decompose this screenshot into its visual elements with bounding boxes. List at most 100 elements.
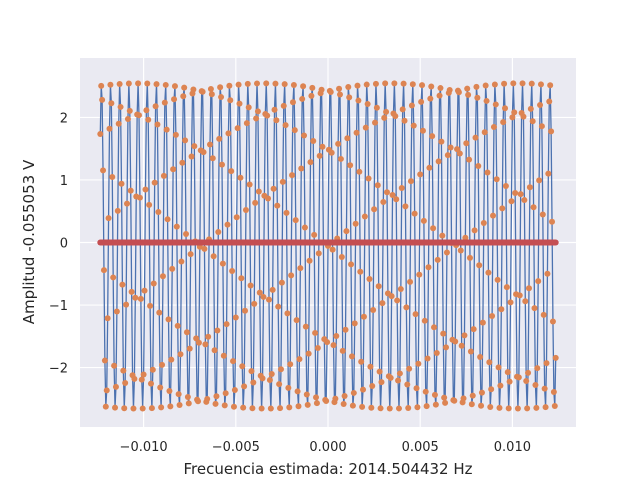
data-point (301, 132, 308, 139)
data-point (265, 195, 272, 202)
data-point (351, 320, 358, 327)
data-point (100, 167, 107, 174)
data-point (504, 369, 511, 376)
data-point (373, 104, 380, 111)
data-point (507, 299, 514, 306)
data-point (174, 322, 181, 329)
data-point (339, 347, 346, 354)
data-point (415, 360, 422, 367)
data-point (393, 196, 400, 203)
data-point (165, 316, 172, 323)
data-point (500, 119, 507, 126)
data-point (329, 246, 336, 253)
data-point (115, 120, 122, 127)
data-point (236, 100, 243, 107)
data-point (314, 344, 321, 351)
data-point (443, 249, 450, 256)
data-point (298, 165, 305, 172)
data-point (191, 143, 198, 150)
data-point (485, 269, 492, 276)
data-point (401, 117, 408, 124)
data-point (380, 199, 387, 206)
data-point (103, 387, 110, 394)
data-point (353, 129, 360, 136)
data-point (156, 309, 163, 316)
data-point (364, 101, 371, 108)
data-point (535, 278, 542, 285)
data-point (509, 114, 516, 121)
data-point (180, 93, 187, 100)
data-point (505, 405, 512, 412)
data-point (146, 201, 153, 208)
data-point (226, 82, 233, 89)
data-point (545, 170, 552, 177)
data-point (234, 125, 241, 132)
data-point (548, 128, 555, 135)
y-axis-ticks: −2 −1 0 1 2 (49, 111, 68, 376)
data-point (169, 265, 176, 272)
data-point (171, 83, 178, 90)
data-point (464, 85, 471, 92)
data-point (455, 89, 462, 96)
data-point (434, 256, 441, 263)
data-point (244, 80, 251, 87)
data-point (478, 389, 485, 396)
data-point (520, 113, 527, 120)
x-axis-label: Frecuencia estimada: 2014.504432 Hz (183, 460, 472, 478)
data-point (183, 231, 190, 238)
data-point (363, 81, 370, 88)
data-point (488, 386, 495, 393)
data-point (107, 81, 114, 88)
data-point (136, 194, 143, 201)
data-point (170, 166, 177, 173)
data-point (406, 365, 413, 372)
data-point (230, 358, 237, 365)
data-point (141, 287, 148, 294)
data-point (144, 80, 151, 87)
data-point (338, 254, 345, 261)
data-point (101, 357, 108, 364)
data-point (552, 354, 559, 361)
data-point (225, 130, 232, 137)
data-point (337, 155, 344, 162)
data-point (395, 377, 402, 384)
data-point (522, 298, 529, 305)
data-point (404, 381, 411, 388)
data-point (372, 119, 379, 126)
data-point (99, 96, 106, 103)
data-point (425, 264, 432, 271)
data-point (537, 102, 544, 109)
data-point (163, 126, 170, 133)
data-point (117, 103, 124, 110)
data-point (469, 392, 476, 399)
data-point (474, 94, 481, 101)
series-2 (97, 239, 559, 246)
x-tick-label: 0.000 (309, 440, 346, 455)
data-point (318, 86, 325, 93)
data-point (531, 305, 538, 312)
data-point (502, 105, 509, 112)
data-point (330, 342, 337, 349)
data-point (195, 398, 202, 405)
data-point (446, 87, 453, 93)
data-point (447, 144, 454, 151)
data-point (264, 112, 271, 119)
data-point (171, 96, 178, 103)
data-point (212, 400, 219, 407)
data-point (140, 371, 147, 378)
data-point (313, 394, 320, 401)
data-point (296, 356, 303, 363)
data-point (290, 82, 297, 89)
data-point (136, 112, 142, 119)
data-point (369, 383, 376, 390)
data-point (526, 184, 533, 191)
data-point (392, 113, 399, 120)
data-point (98, 82, 105, 89)
data-point (118, 180, 125, 187)
data-point (397, 286, 404, 293)
data-point (218, 94, 225, 101)
data-point (466, 156, 473, 163)
data-point (371, 206, 378, 213)
data-point (523, 377, 530, 384)
data-point (368, 404, 375, 411)
